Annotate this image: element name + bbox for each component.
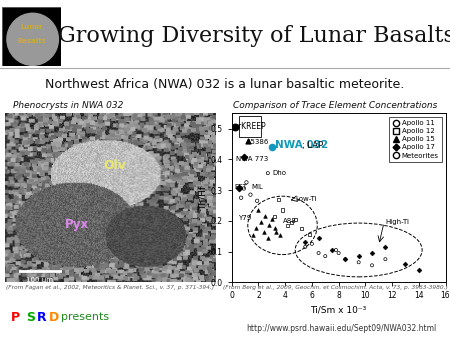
- Point: [272, 229, 279, 234]
- Text: presents: presents: [61, 312, 109, 322]
- Text: ; LAP: ; LAP: [302, 141, 323, 150]
- Circle shape: [7, 13, 58, 65]
- FancyBboxPatch shape: [2, 7, 61, 66]
- Text: Comparison of Trace Element Concentrations: Comparison of Trace Element Concentratio…: [233, 101, 437, 110]
- Point: [260, 229, 267, 234]
- Point: [238, 195, 245, 200]
- Text: Growing Diversity of Lunar Basalts: Growing Diversity of Lunar Basalts: [58, 25, 450, 47]
- Text: Lunar: Lunar: [20, 24, 43, 30]
- Point: [244, 139, 252, 144]
- Text: Pyx: Pyx: [65, 218, 89, 231]
- Point: [302, 244, 309, 249]
- Text: MIL: MIL: [251, 184, 263, 190]
- Point: [292, 217, 300, 222]
- Point: [264, 170, 271, 176]
- Point: [302, 240, 309, 245]
- Point: [342, 257, 349, 262]
- Point: [235, 185, 243, 190]
- Point: [333, 247, 340, 253]
- Point: [308, 241, 315, 246]
- Point: [382, 257, 389, 262]
- Point: [252, 226, 259, 231]
- Text: Y79: Y79: [238, 215, 252, 221]
- Point: [306, 232, 313, 237]
- Point: [249, 232, 256, 237]
- Point: [402, 261, 409, 266]
- Point: [271, 214, 278, 219]
- Point: [261, 214, 269, 219]
- Text: (From Berg et al., 2009, Geochin. et Cosmochim. Acta, v. 73, p. 3963-3980.): (From Berg et al., 2009, Geochin. et Cos…: [223, 285, 448, 290]
- Text: Low-Ti: Low-Ti: [296, 196, 318, 202]
- Text: (From Fagan et al., 2002, Meteoritics & Planet. Sci., v. 37, p. 371-394.): (From Fagan et al., 2002, Meteoritics & …: [6, 285, 214, 290]
- Y-axis label: Th/Hf: Th/Hf: [199, 186, 208, 210]
- Point: [369, 263, 376, 268]
- Point: [243, 180, 250, 185]
- Point: [255, 207, 262, 213]
- Point: [268, 217, 275, 222]
- Point: [276, 232, 284, 237]
- Point: [335, 250, 342, 256]
- Point: [355, 260, 362, 265]
- FancyBboxPatch shape: [239, 116, 261, 137]
- Point: [315, 235, 322, 240]
- Point: [315, 250, 322, 256]
- Text: 15386: 15386: [246, 139, 269, 145]
- Text: High-Ti: High-Ti: [385, 219, 410, 225]
- Point: [240, 186, 248, 191]
- Point: [268, 144, 275, 150]
- Point: [253, 198, 261, 203]
- Point: [279, 207, 286, 213]
- Text: Olv: Olv: [104, 159, 127, 172]
- X-axis label: Ti/Sm x 10⁻³: Ti/Sm x 10⁻³: [310, 306, 367, 315]
- Text: R: R: [37, 311, 46, 324]
- Point: [231, 124, 239, 130]
- Point: [328, 247, 336, 253]
- Text: 100 μm: 100 μm: [26, 277, 53, 283]
- Point: [275, 197, 282, 202]
- Text: urKREEP: urKREEP: [234, 122, 266, 131]
- Text: Dho: Dho: [273, 170, 287, 176]
- Point: [284, 223, 292, 228]
- Point: [342, 257, 349, 262]
- Point: [415, 267, 423, 273]
- Text: EET: EET: [234, 184, 248, 190]
- Text: S: S: [26, 311, 35, 324]
- Text: A88: A88: [283, 218, 296, 224]
- Text: P: P: [11, 311, 20, 324]
- Point: [247, 192, 254, 197]
- Legend: Apollo 11, Apollo 12, Apollo 15, Apollo 17, Meteorites: Apollo 11, Apollo 12, Apollo 15, Apollo …: [389, 117, 442, 162]
- Text: D: D: [49, 311, 59, 324]
- Point: [264, 235, 271, 240]
- Text: NWA 032: NWA 032: [275, 141, 328, 150]
- Point: [271, 226, 278, 231]
- Text: NWA 773: NWA 773: [236, 156, 268, 162]
- Point: [240, 154, 248, 160]
- Point: [257, 220, 265, 225]
- Text: Basalts: Basalts: [17, 38, 46, 44]
- Point: [382, 244, 389, 249]
- Point: [322, 254, 329, 259]
- Point: [297, 226, 305, 231]
- Point: [288, 220, 296, 225]
- Point: [369, 250, 376, 256]
- Text: http://www.psrd.hawaii.edu/Sept09/NWA032.html: http://www.psrd.hawaii.edu/Sept09/NWA032…: [246, 323, 436, 333]
- Point: [266, 223, 273, 228]
- Text: Phenocrysts in NWA 032: Phenocrysts in NWA 032: [13, 101, 123, 110]
- Point: [355, 254, 362, 259]
- Text: Northwest Africa (NWA) 032 is a lunar basaltic meteorite.: Northwest Africa (NWA) 032 is a lunar ba…: [45, 78, 405, 91]
